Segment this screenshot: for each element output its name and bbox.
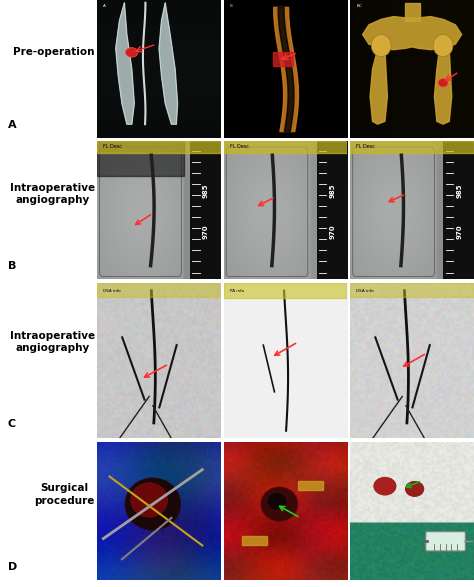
Polygon shape xyxy=(224,283,347,298)
Text: Intraoperative
angiography: Intraoperative angiography xyxy=(9,183,95,205)
Polygon shape xyxy=(97,141,221,153)
Text: PA info: PA info xyxy=(230,289,244,293)
Text: 970: 970 xyxy=(203,224,209,239)
Text: DSA info: DSA info xyxy=(356,289,374,293)
Text: 970: 970 xyxy=(456,224,462,239)
Polygon shape xyxy=(97,141,184,176)
Polygon shape xyxy=(97,283,221,297)
Text: A: A xyxy=(103,4,106,8)
Polygon shape xyxy=(405,3,419,21)
Polygon shape xyxy=(434,50,452,124)
Ellipse shape xyxy=(261,487,298,521)
Text: Pre-operation: Pre-operation xyxy=(13,48,95,58)
Polygon shape xyxy=(242,536,267,545)
Ellipse shape xyxy=(126,48,138,58)
Polygon shape xyxy=(370,50,387,124)
Polygon shape xyxy=(159,3,178,124)
Text: 985: 985 xyxy=(203,183,209,198)
Text: B: B xyxy=(8,261,16,271)
Text: A: A xyxy=(8,120,16,130)
Ellipse shape xyxy=(405,481,424,497)
Polygon shape xyxy=(224,141,347,153)
FancyBboxPatch shape xyxy=(426,532,465,551)
Polygon shape xyxy=(116,3,134,124)
Circle shape xyxy=(433,35,453,56)
Text: B: B xyxy=(230,4,233,8)
Text: D: D xyxy=(8,562,17,572)
Text: DSA info: DSA info xyxy=(103,289,121,293)
Polygon shape xyxy=(350,141,474,153)
Text: 970: 970 xyxy=(329,224,336,239)
Text: 985: 985 xyxy=(329,183,336,198)
Text: FL Desc: FL Desc xyxy=(356,144,375,150)
Polygon shape xyxy=(363,16,462,50)
Ellipse shape xyxy=(374,477,396,495)
Text: Intraoperative
angiography: Intraoperative angiography xyxy=(9,331,95,353)
Circle shape xyxy=(371,35,391,56)
Ellipse shape xyxy=(125,478,181,530)
Text: C: C xyxy=(8,419,16,429)
Ellipse shape xyxy=(130,483,168,517)
Text: Surgical
procedure: Surgical procedure xyxy=(35,483,95,505)
Polygon shape xyxy=(350,283,474,297)
Text: FL Desc: FL Desc xyxy=(230,144,249,150)
Text: BC: BC xyxy=(356,4,362,8)
Ellipse shape xyxy=(268,493,286,510)
Text: FL Desc: FL Desc xyxy=(103,144,122,150)
Polygon shape xyxy=(298,481,323,490)
Text: 985: 985 xyxy=(456,183,462,198)
Ellipse shape xyxy=(438,79,448,87)
